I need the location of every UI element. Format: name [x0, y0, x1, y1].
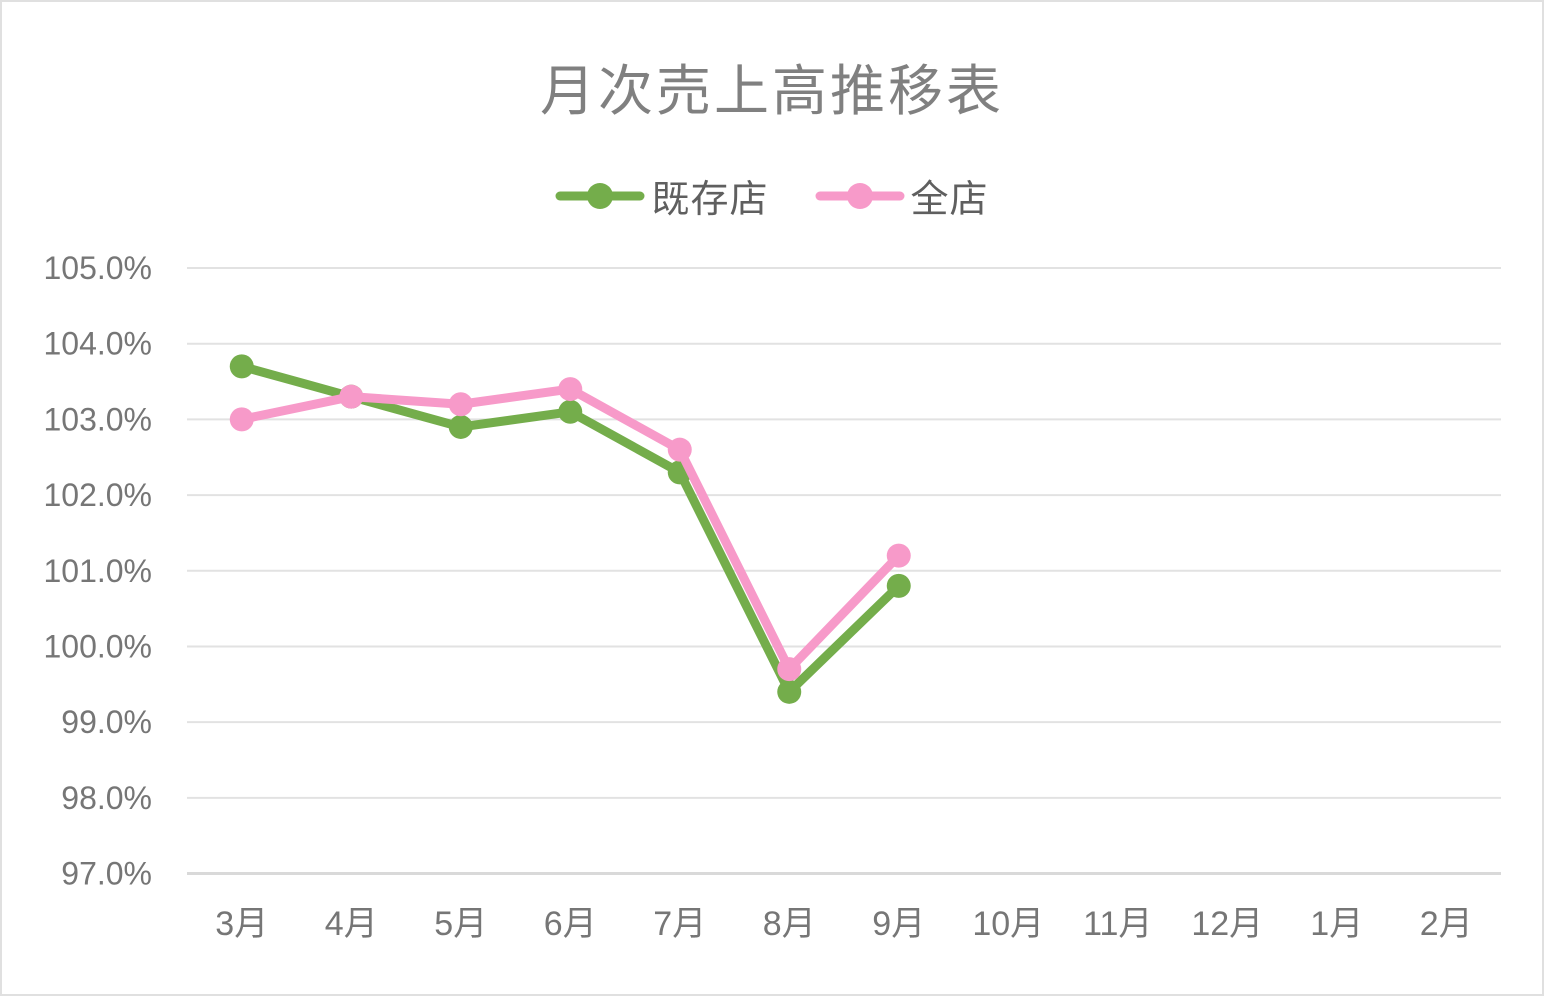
series-line-zenten: [237, 384, 904, 674]
data-point-marker: [777, 679, 802, 704]
x-tick-label: 10月: [972, 905, 1044, 943]
x-tick-label: 8月: [763, 905, 816, 943]
y-tick-label: 98.0%: [61, 780, 152, 816]
data-point-marker: [667, 437, 692, 462]
data-point-marker: [229, 407, 254, 432]
x-tick-label: 3月: [215, 905, 268, 943]
x-tick-label: 11月: [1083, 905, 1152, 943]
y-tick-label: 101.0%: [43, 553, 152, 589]
data-point-marker: [777, 657, 802, 682]
data-point-marker: [339, 384, 364, 409]
x-tick-label: 1月: [1310, 905, 1363, 943]
data-point-marker: [886, 573, 911, 598]
y-tick-label: 97.0%: [61, 856, 152, 892]
y-tick-label: 102.0%: [43, 477, 152, 513]
legend-label-zenten: 全店: [910, 179, 989, 221]
chart-title: 月次売上高推移表: [539, 60, 1004, 122]
data-point-marker: [558, 399, 583, 424]
y-tick-label: 99.0%: [61, 704, 152, 740]
legend-item-zenten[interactable]: 全店: [815, 168, 989, 223]
line-dot-marker-icon: [555, 182, 645, 209]
x-tick-label: 2月: [1420, 905, 1473, 943]
y-tick-label: 105.0%: [43, 250, 152, 286]
x-tick-label: 5月: [434, 905, 487, 943]
x-tick-label: 4月: [325, 905, 378, 943]
y-tick-label: 104.0%: [43, 326, 152, 362]
data-point-marker: [886, 543, 911, 568]
x-tick-label: 7月: [653, 905, 706, 943]
y-tick-label: 103.0%: [43, 401, 152, 437]
y-tick-label: 100.0%: [43, 628, 152, 664]
legend-label-kisonten: 既存店: [651, 179, 769, 221]
data-point-marker: [229, 354, 254, 379]
data-point-marker: [448, 414, 473, 439]
x-tick-label: 12月: [1191, 905, 1263, 943]
data-point-marker: [448, 392, 473, 417]
legend-item-kisonten[interactable]: 既存店: [555, 168, 768, 223]
data-point-marker: [558, 377, 583, 402]
line-dot-marker-icon: [815, 182, 904, 209]
x-tick-label: 6月: [544, 905, 597, 943]
x-tick-label: 9月: [872, 905, 925, 943]
chart-legend: 既存店 全店: [2, 168, 1542, 223]
